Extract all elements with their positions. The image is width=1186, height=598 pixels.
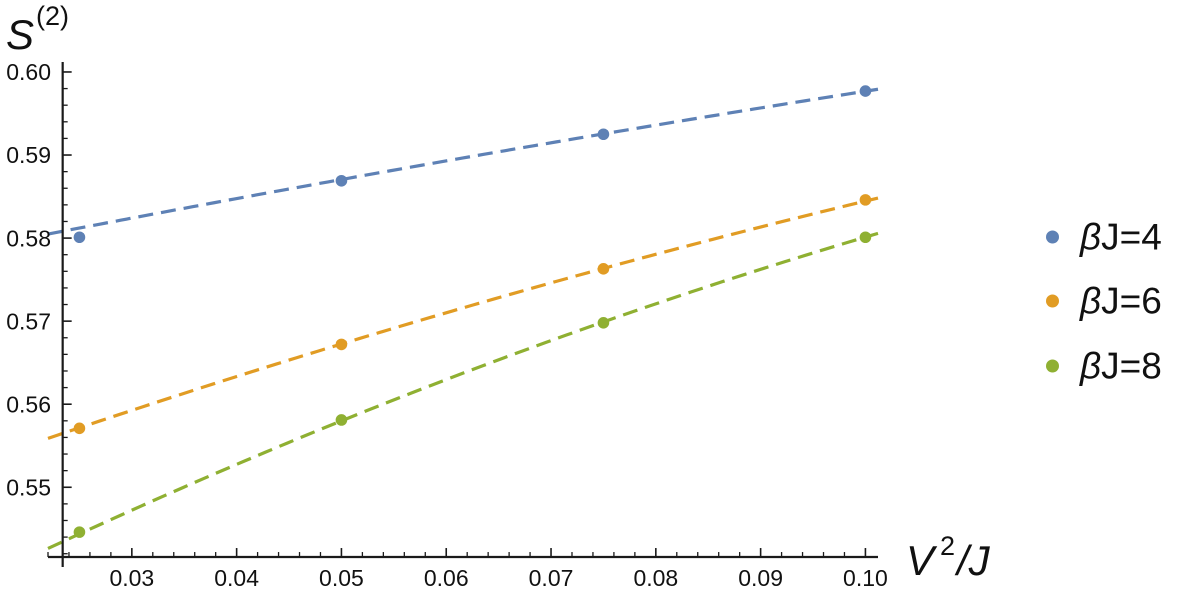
fit-line-series-3 [47, 231, 879, 550]
legend-item-series-1: βJ=4 [1046, 219, 1162, 256]
y-tick-label-0.59: 0.59 [6, 142, 51, 168]
data-point-series-2-2 [335, 338, 348, 351]
y-tick-label-0.57: 0.57 [6, 308, 51, 334]
legend-marker-series-2 [1046, 294, 1059, 308]
fit-lines [47, 87, 879, 550]
legend-label-series-1: βJ=4 [1080, 216, 1162, 258]
legend-label-series-3: βJ=8 [1080, 345, 1162, 387]
x-tick-label-0.03: 0.03 [109, 565, 154, 591]
data-point-series-3-3 [597, 317, 610, 329]
tick-labels: 0.03 0.04 0.05 0.06 0.07 0.08 0.09 0.10 0.55 0.56… [6, 59, 888, 591]
data-point-series-2-1 [73, 422, 86, 435]
x-tick-label-0.04: 0.04 [214, 565, 259, 591]
legend-marker-series-1 [1046, 230, 1059, 244]
x-tick-label-0.10: 0.10 [843, 565, 888, 591]
y-tick-label-0.58: 0.58 [6, 225, 51, 251]
y-tick-label-0.56: 0.56 [6, 391, 51, 417]
x-tick-label-0.07: 0.07 [529, 565, 574, 591]
data-point-series-3-1 [73, 526, 86, 538]
legend-marker-series-3 [1046, 359, 1059, 373]
fit-line-series-2 [47, 196, 879, 440]
axes [47, 62, 878, 567]
x-tick-label-0.05: 0.05 [319, 565, 364, 591]
fit-line-series-1 [47, 87, 879, 236]
x-axis-label-suffix: /J [954, 537, 991, 584]
x-axis-label-symbol: V [906, 537, 938, 584]
y-tick-label-0.60: 0.60 [6, 59, 51, 85]
data-point-series-1-2 [335, 174, 348, 187]
data-point-series-2-4 [859, 194, 872, 206]
x-tick-label-0.08: 0.08 [633, 565, 678, 591]
data-point-series-1-4 [859, 85, 872, 97]
y-axis-label-symbol: S [6, 11, 34, 58]
y-axis-label-superscript: (2) [36, 1, 69, 31]
legend-item-series-3: βJ=8 [1046, 348, 1162, 385]
data-point-series-1-3 [597, 128, 610, 141]
x-axis-label-superscript: 2 [940, 531, 955, 561]
data-point-series-3-2 [335, 414, 348, 426]
data-point-series-3-4 [859, 231, 872, 244]
data-point-series-2-3 [597, 263, 610, 275]
y-tick-label-0.55: 0.55 [6, 474, 51, 500]
legend-item-series-2: βJ=6 [1046, 283, 1162, 320]
x-tick-label-0.06: 0.06 [424, 565, 469, 591]
data-points [73, 85, 872, 538]
x-tick-label-0.09: 0.09 [738, 565, 783, 591]
data-point-series-1-1 [73, 231, 86, 244]
legend-label-series-2: βJ=6 [1080, 280, 1162, 322]
